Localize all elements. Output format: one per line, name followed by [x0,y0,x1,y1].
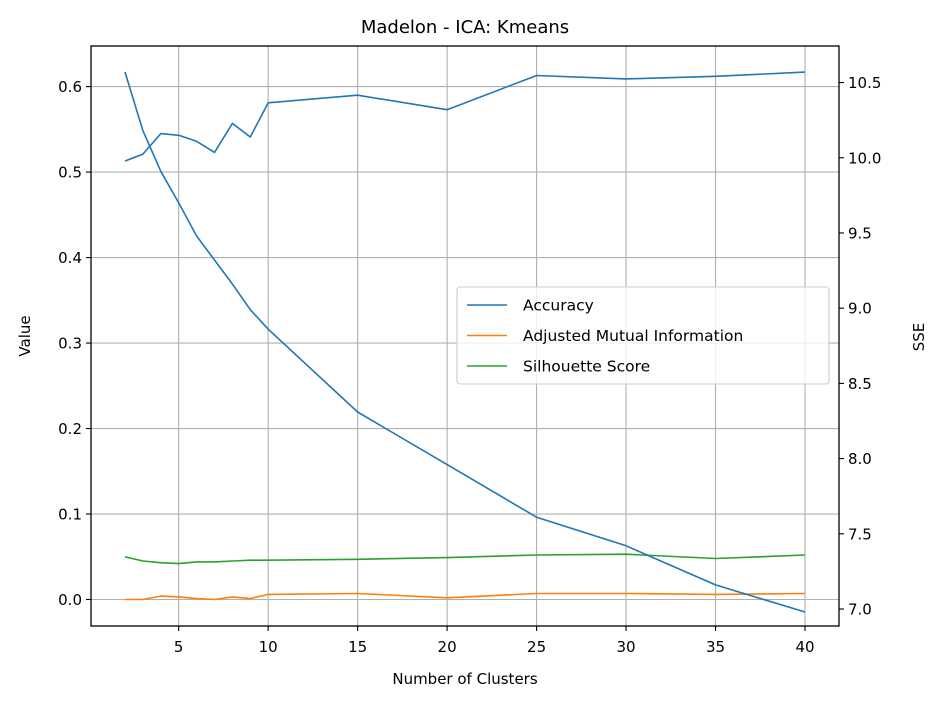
plot-frame [90,45,840,627]
y2-tick-label: 8.5 [848,375,872,393]
y-tick-label: 0.6 [58,78,82,96]
legend-box [456,286,830,385]
legend-label: Silhouette Score [523,358,650,376]
x-tick-label: 40 [795,638,814,656]
chart-title: Madelon - ICA: Kmeans [361,17,569,38]
x-tick-label: 35 [706,638,725,656]
y2-tick-label: 7.0 [848,601,872,619]
y2-tick-label: 10.0 [848,149,881,167]
x-axis-label: Number of Clusters [392,670,537,688]
series-line-sse [124,71,806,613]
x-tick-label: 15 [348,638,367,656]
series-line-silhouette-score [124,553,806,565]
y-tick-label: 0.1 [58,506,82,524]
series-line-adjusted-mutual-information [125,592,806,601]
y2-tick-label: 7.5 [848,525,872,543]
x-tick-label: 20 [438,638,457,656]
y2-tick-label: 8.0 [848,450,872,468]
y2-tick-label: 9.5 [848,224,872,242]
x-tick-label: 30 [617,638,636,656]
y2-axis: 7.0 7.5 8.0 8.5 9.0 9.5 10.0 10.5 [839,74,881,619]
y-tick-label: 0.4 [58,249,82,267]
y2-axis-label: SSE [910,323,928,352]
series-line-accuracy [124,71,806,162]
y-tick-label: 0.3 [58,335,82,353]
y-tick-label: 0.2 [58,420,82,438]
x-tick-label: 5 [174,638,184,656]
y2-tick-label: 10.5 [848,74,881,92]
y-axis: 0.0 0.1 0.2 0.3 0.4 0.5 0.6 [58,78,91,609]
legend-label: Adjusted Mutual Information [523,327,743,345]
series-layer [124,71,806,613]
y-tick-label: 0.0 [58,591,82,609]
x-axis: 5 10 15 20 25 30 35 40 [174,626,815,656]
y-tick-label: 0.5 [58,164,82,182]
legend-label: Accuracy [523,297,594,315]
legend: Accuracy Adjusted Mutual Information Silho… [456,286,830,385]
x-tick-label: 25 [527,638,546,656]
x-tick-label: 10 [259,638,278,656]
y-axis-label: Value [16,315,34,356]
y2-tick-label: 9.0 [848,300,872,318]
